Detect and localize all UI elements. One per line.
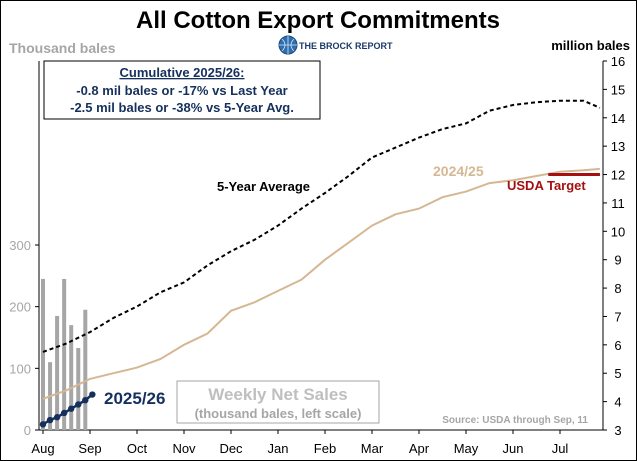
right-tick-label: 10: [611, 224, 625, 239]
weekly-sales-bar: [55, 315, 60, 430]
x-tick-label: Dec: [219, 441, 243, 456]
summary-box: Cumulative 2025/26: -0.8 mil bales or -1…: [43, 60, 321, 120]
weekly-sales-bar: [83, 309, 88, 430]
series-label-2025-26: 2025/26: [104, 389, 165, 408]
weekly-sales-bar: [41, 278, 45, 430]
right-tick-label: 4: [614, 395, 621, 410]
season-2025-26-point: [46, 416, 54, 424]
source-note: Source: USDA through Sep, 11: [442, 415, 588, 426]
globe-grid-icon: [279, 36, 297, 54]
x-tick-label: Mar: [361, 441, 384, 456]
series-lines: [39, 99, 601, 428]
x-tick-label: Aug: [31, 441, 54, 456]
series-label-2024-25: 2024/25: [433, 163, 484, 179]
five-year-average-line: [42, 99, 601, 353]
season-2025-26-point: [82, 396, 89, 404]
left-axis-ticks: 0 100 200 300: [9, 238, 39, 438]
usda-target-label: USDA Target: [507, 178, 586, 193]
season-2025-26-point: [89, 391, 96, 398]
chart-title: All Cotton Export Commitments: [136, 7, 500, 34]
summary-title: Cumulative 2025/26:: [119, 65, 244, 80]
x-tick-label: Jul: [552, 441, 569, 456]
weekly-sales-bar: [69, 325, 74, 430]
weekly-sales-bar: [62, 278, 67, 430]
x-tick-label: Nov: [172, 441, 196, 456]
weekly-sales-title: Weekly Net Sales: [208, 385, 348, 404]
x-tick-label: Jun: [503, 441, 524, 456]
brock-report-logo: THE BROCK REPORT: [278, 35, 393, 55]
weekly-net-sales-bars: [41, 278, 88, 430]
right-tick-label: 11: [611, 196, 625, 211]
season-2025-26-point: [60, 409, 68, 417]
right-tick-label: 8: [614, 281, 621, 296]
x-tick-label: Oct: [127, 441, 148, 456]
x-tick-label: May: [454, 441, 479, 456]
right-tick-label: 5: [614, 366, 621, 381]
right-tick-label: 15: [611, 82, 625, 97]
weekly-sales-legend: Weekly Net Sales (thousand bales, left s…: [176, 380, 380, 424]
left-tick-label: 200: [9, 300, 31, 315]
right-tick-label: 3: [614, 423, 621, 438]
right-axis-ticks: 3 4 5 6 7 8 9 10 11 12 13 14 15 16: [603, 54, 625, 438]
right-tick-label: 12: [611, 168, 625, 183]
right-tick-label: 14: [611, 111, 625, 126]
right-tick-label: 7: [614, 309, 621, 324]
right-tick-label: 6: [614, 338, 621, 353]
right-tick-label: 13: [611, 139, 625, 154]
x-tick-label: Feb: [314, 441, 336, 456]
season-2025-26-point: [53, 414, 61, 421]
x-axis-ticks: Aug Sep Oct Nov Dec Jan Feb Mar Apr May Jun Jul: [31, 430, 568, 456]
season-2025-26-point: [68, 405, 75, 412]
publisher-name: THE BROCK REPORT: [299, 41, 393, 51]
weekly-sales-bar: [76, 347, 81, 430]
left-tick-label: 100: [9, 361, 31, 376]
x-tick-label: Jan: [268, 441, 289, 456]
x-tick-label: Sep: [78, 441, 101, 456]
series-label-5yr-avg: 5-Year Average: [217, 179, 310, 194]
summary-line-1: -0.8 mil bales or -17% vs Last Year: [76, 83, 288, 98]
right-tick-label: 16: [611, 54, 625, 69]
right-axis-label: million bales: [551, 38, 630, 53]
x-tick-label: Apr: [409, 441, 430, 456]
right-tick-label: 9: [614, 253, 621, 268]
left-tick-label: 0: [24, 423, 31, 438]
season-2025-26-point: [39, 421, 47, 428]
season-2025-26-point: [75, 401, 82, 408]
season-2024-25-line: [42, 167, 600, 400]
weekly-sales-subtitle: (thousand bales, left scale): [195, 406, 362, 421]
summary-line-2: -2.5 mil bales or -38% vs 5-Year Avg.: [70, 100, 294, 115]
left-axis-label: Thousand bales: [9, 40, 116, 56]
left-tick-label: 300: [9, 238, 31, 253]
